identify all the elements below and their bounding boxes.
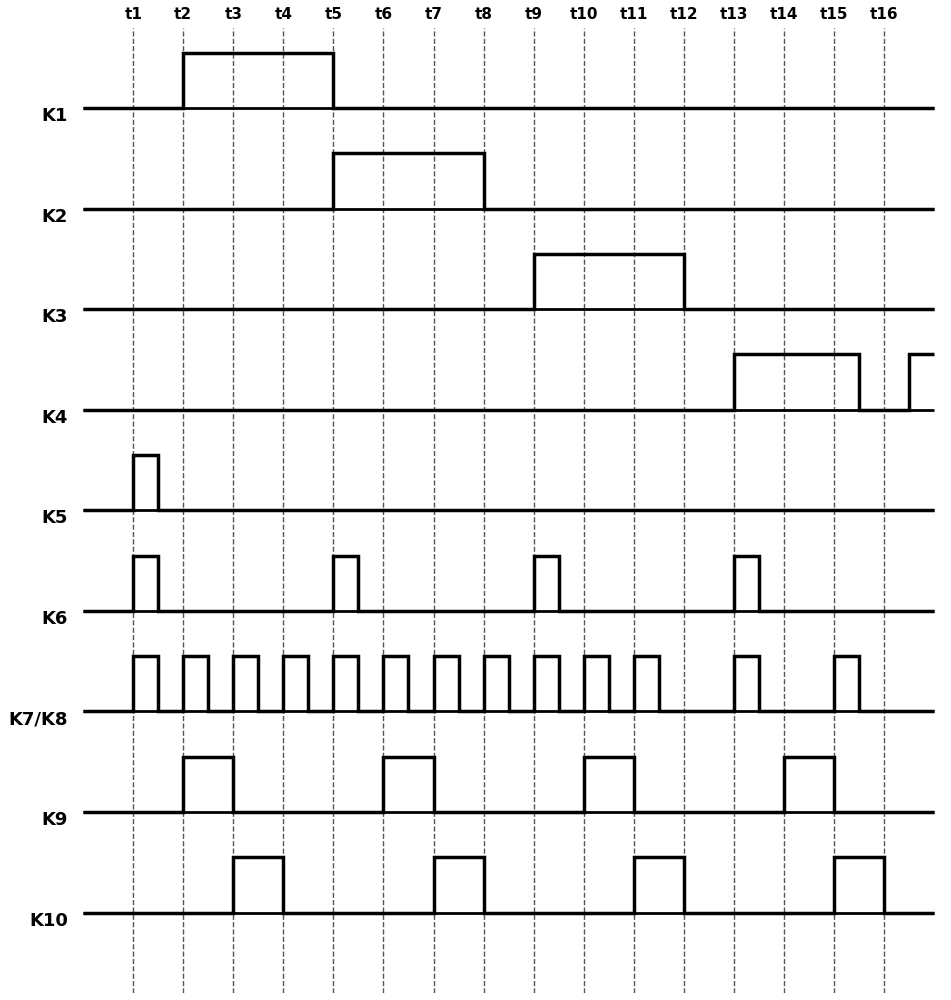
Text: K5: K5: [42, 509, 68, 527]
Text: K6: K6: [42, 610, 68, 628]
Text: K4: K4: [42, 409, 68, 427]
Text: K2: K2: [42, 208, 68, 226]
Text: K3: K3: [42, 308, 68, 326]
Text: K10: K10: [29, 912, 68, 930]
Text: K1: K1: [42, 107, 68, 125]
Text: K9: K9: [42, 811, 68, 829]
Text: K7/K8: K7/K8: [9, 710, 68, 728]
